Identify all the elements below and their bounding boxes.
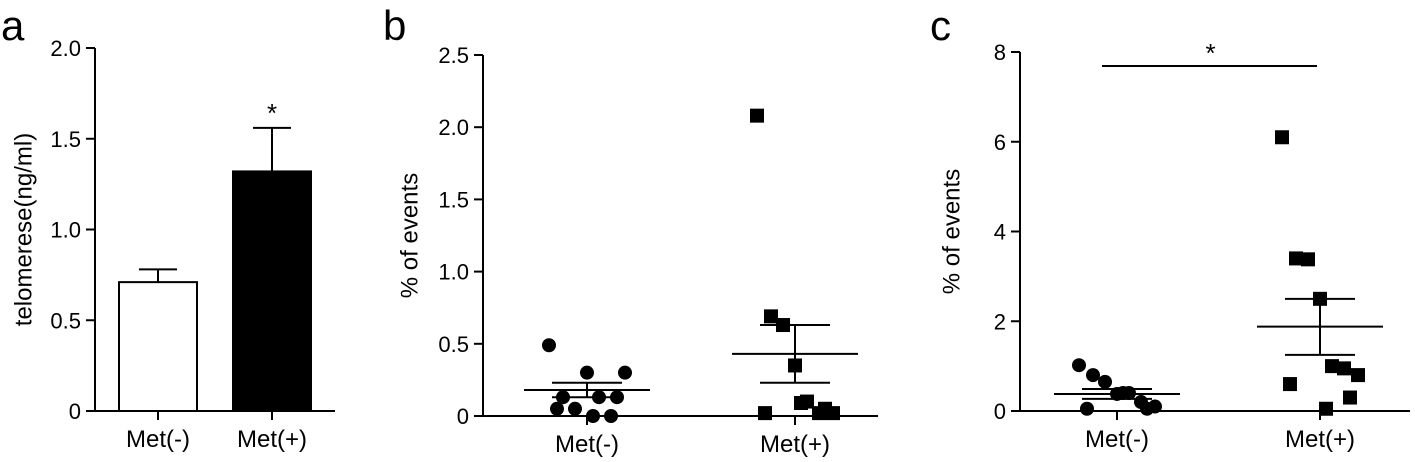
- y-tick-label-b: 0: [457, 404, 469, 429]
- panel-label-b: b: [383, 2, 406, 49]
- y-tick-label-b: 1.0: [438, 260, 469, 285]
- y-axis-label-c: % of events: [939, 169, 966, 294]
- data-point-c: [1325, 359, 1339, 374]
- data-point-c: [1351, 368, 1365, 383]
- data-point-b: [542, 338, 556, 353]
- y-tick-label-a: 1.5: [50, 127, 81, 152]
- data-point-b: [580, 365, 594, 380]
- y-tick-label-c: 6: [994, 130, 1006, 155]
- y-tick-label-c: 8: [994, 40, 1006, 65]
- data-point-c: [1343, 390, 1357, 405]
- y-tick-label-a: 2.0: [50, 36, 81, 61]
- data-point-b: [764, 309, 778, 324]
- data-point-b: [758, 406, 772, 421]
- bar-a: [118, 281, 198, 413]
- data-point-c: [1140, 401, 1154, 416]
- x-category-label-c: Met(-): [1085, 426, 1149, 453]
- x-category-label-b: Met(-): [555, 431, 619, 458]
- x-category-label-a: Met(-): [126, 426, 190, 453]
- y-axis-label-a: telomerese(ng/ml): [11, 133, 38, 326]
- y-axis-label-b: % of events: [397, 173, 424, 298]
- data-point-b: [750, 108, 764, 123]
- panel-label-a: a: [1, 2, 25, 49]
- significance-marker-c: *: [1205, 38, 1215, 68]
- significance-marker-a: *: [267, 98, 277, 128]
- data-point-b: [794, 396, 808, 411]
- data-point-c: [1289, 251, 1303, 266]
- y-tick-label-b: 1.5: [438, 187, 469, 212]
- data-point-b: [618, 365, 632, 380]
- y-tick-label-b: 2.0: [438, 115, 469, 140]
- x-category-label-b: Met(+): [760, 431, 830, 458]
- y-tick-label-a: 0.5: [50, 308, 81, 333]
- x-category-label-c: Met(+): [1285, 426, 1355, 453]
- data-point-c: [1319, 401, 1333, 416]
- data-point-b: [818, 401, 832, 416]
- data-point-b: [550, 401, 564, 416]
- data-point-c: [1086, 368, 1100, 383]
- y-tick-label-b: 2.5: [438, 43, 469, 68]
- y-tick-label-c: 4: [994, 220, 1006, 245]
- data-point-c: [1098, 374, 1112, 389]
- y-tick-label-c: 0: [994, 399, 1006, 424]
- data-point-b: [604, 409, 618, 423]
- data-point-c: [1301, 252, 1315, 267]
- y-tick-label-a: 0: [69, 399, 81, 424]
- data-point-c: [1275, 130, 1289, 145]
- y-tick-label-a: 1.0: [50, 218, 81, 243]
- data-point-c: [1283, 377, 1297, 392]
- y-tick-label-b: 0.5: [438, 332, 469, 357]
- data-point-c: [1072, 358, 1086, 373]
- data-point-c: [1080, 401, 1094, 416]
- bar-a: [232, 170, 312, 412]
- data-point-b: [586, 409, 600, 423]
- data-point-c: [1337, 361, 1351, 376]
- y-tick-label-c: 2: [994, 309, 1006, 334]
- data-point-b: [568, 401, 582, 416]
- x-category-label-a: Met(+): [237, 426, 307, 453]
- panel-label-c: c: [930, 2, 951, 49]
